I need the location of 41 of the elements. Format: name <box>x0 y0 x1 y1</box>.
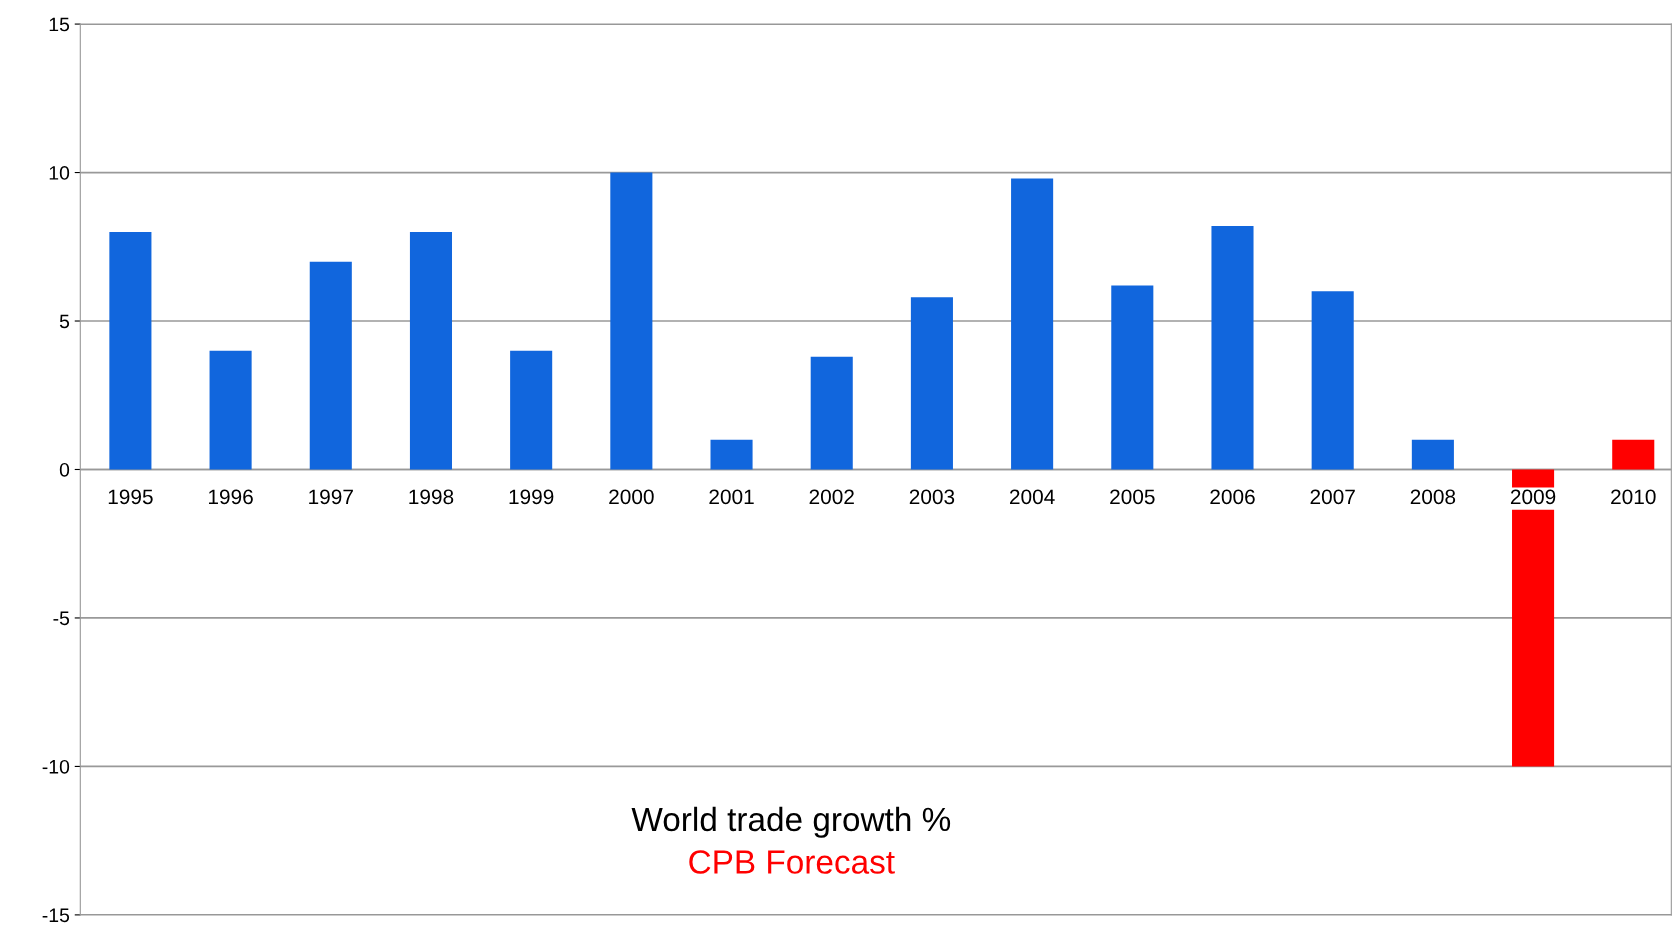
y-tick-label: 0 <box>59 462 70 477</box>
x-tick-label: 1999 <box>509 489 554 505</box>
x-tick-label: 2008 <box>1410 489 1456 505</box>
bar <box>610 172 653 470</box>
x-tick-label: 2001 <box>709 489 754 505</box>
bar <box>1512 469 1555 767</box>
x-tick-label: 2006 <box>1210 489 1255 505</box>
y-tick-label: -15 <box>42 908 70 923</box>
x-tick-label: 1997 <box>309 489 353 505</box>
x-tick-label: 2009 <box>1510 489 1556 505</box>
y-tick-label: -5 <box>53 611 70 626</box>
bar <box>1612 439 1655 470</box>
x-tick-label: 2002 <box>809 489 854 505</box>
x-tick-label: 1995 <box>108 489 153 505</box>
y-tick-label: 5 <box>59 314 70 329</box>
bar <box>1411 439 1454 470</box>
annotation: World trade growth % <box>631 806 951 838</box>
bar <box>510 350 553 470</box>
bar <box>1011 178 1054 470</box>
x-tick-label: 1996 <box>209 489 253 505</box>
x-tick-label: 2010 <box>1611 489 1656 505</box>
y-tick-label: 15 <box>49 17 70 32</box>
bar <box>710 439 753 470</box>
bar <box>810 356 853 470</box>
bar <box>209 350 252 470</box>
bar <box>1111 285 1154 470</box>
y-tick-label: -10 <box>42 759 70 774</box>
bar <box>910 297 953 470</box>
x-tick-label: 2007 <box>1310 489 1355 505</box>
annotation: CPB Forecast <box>689 850 895 874</box>
x-tick-label: 2003 <box>909 489 955 505</box>
y-tick-label: 10 <box>49 166 70 180</box>
bar <box>1311 291 1354 470</box>
bar <box>409 231 453 470</box>
bar <box>309 261 352 470</box>
bar <box>109 231 152 470</box>
x-tick-label: 1998 <box>409 489 454 505</box>
x-tick-label: 2000 <box>609 489 654 505</box>
x-tick-label: 2004 <box>1009 489 1055 505</box>
x-tick-label: 2005 <box>1110 489 1155 505</box>
bar <box>1211 225 1254 470</box>
